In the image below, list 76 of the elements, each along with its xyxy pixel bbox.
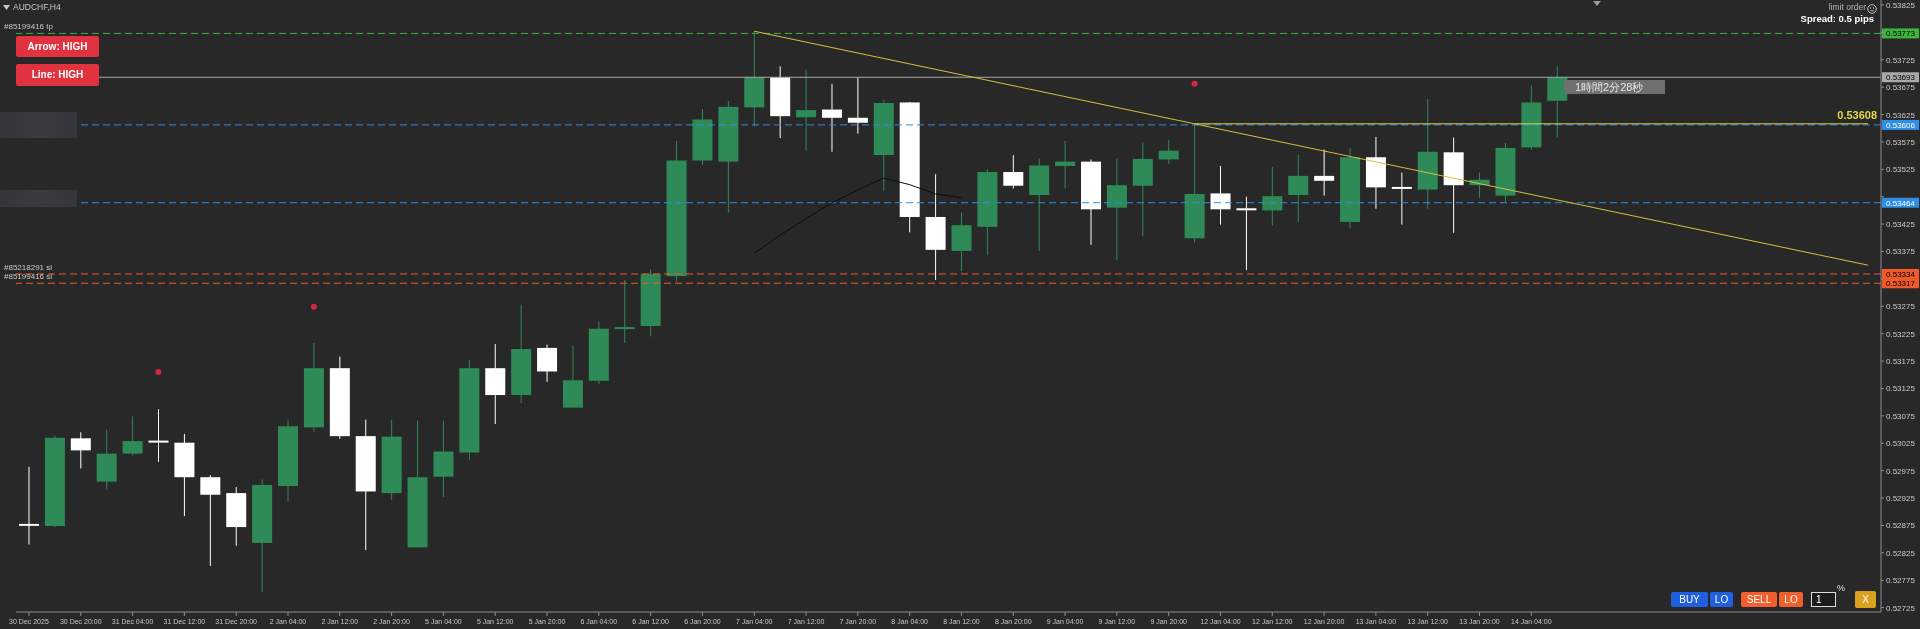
y-tick-label: 0.53375 [1886,247,1916,257]
y-tick-label: 0.53725 [1886,55,1916,65]
y-tick-label: 0.52825 [1886,548,1916,558]
y-tick-label: 0.52975 [1886,466,1916,476]
annotation: 1時間2分28秒 [1575,80,1644,93]
candlestick [1158,139,1179,165]
annotation: Line: HIGH [31,69,84,80]
candlestick [1236,196,1257,271]
button: Arrow: HIGH [16,36,99,57]
candlestick [122,415,143,456]
y-tick-label: 0.53575 [1886,137,1916,147]
y-tick-label: 0.53675 [1886,83,1916,93]
annotation: limit order [1828,2,1866,12]
button: LO [1779,592,1803,607]
ref-line-label: 0.53464 [1886,198,1916,208]
data-label: 0.53608 [1837,108,1878,121]
button: BUY [1671,592,1708,607]
y-tick-label: 0.52775 [1886,576,1916,586]
annotation: #85199416 tp [4,22,53,32]
candlestick [1210,165,1231,226]
y-tick-label: 0.53175 [1886,357,1916,367]
y-tick-label: 0.52725 [1886,603,1916,613]
candlestick [1055,140,1076,189]
y-tick-label: 0.53125 [1886,384,1916,394]
input-field: 1 [1811,592,1836,607]
candlestick [1106,157,1127,261]
point [155,369,162,376]
annotation: % [1837,583,1846,593]
ref-line-label: 0.53606 [1886,120,1916,130]
annotation: #85199416 sl [4,272,53,282]
candlestick [796,69,817,152]
candlestick [1003,154,1024,189]
candlestick [148,408,169,463]
candlestick [537,344,558,383]
annotation: 1 [1816,593,1822,605]
button: Line: HIGH [16,64,99,86]
annotation: LO [1784,593,1798,605]
candlestick [614,279,635,344]
y-tick-label: 0.52925 [1886,494,1916,504]
candlestick [1391,172,1412,226]
y-tick-label: 0.53625 [1886,110,1916,120]
annotation: Spread: 0.5 pips [1800,13,1874,24]
ref-line-label: 0.53334 [1886,269,1916,279]
button: SELL [1741,592,1777,607]
ref-line-label: 0.53693 [1886,73,1916,83]
annotation: BUY [1679,593,1700,605]
line-series [753,177,962,254]
annotation: X [1862,593,1869,605]
candlestick [19,466,39,546]
candlestick [847,77,868,135]
annotation: Arrow: HIGH [27,40,88,52]
ref-line-label: 0.53317 [1886,279,1916,289]
y-tick-label: 0.53525 [1886,165,1916,175]
chart-title: AUDCHF,H4 [13,2,61,12]
point [310,303,317,310]
y-tick-label: 0.53825 [1886,0,1916,10]
candlestick [821,83,842,153]
y-tick-label: 0.53075 [1886,411,1916,421]
button: LO [1710,592,1733,607]
candlestick [200,474,221,567]
y-tick-label: 0.53025 [1886,439,1916,449]
candlestick [1314,149,1335,197]
button: X [1855,591,1876,608]
annotation: SELL [1746,593,1772,605]
y-tick-label: 0.53225 [1886,329,1916,339]
candlestick [1262,166,1283,227]
point [1191,80,1198,87]
ref-line-label: 0.53773 [1886,29,1916,39]
label-box: 1時間2分28秒 [1564,80,1665,94]
candlestick [70,431,91,469]
y-tick-label: 0.53275 [1886,302,1916,312]
y-tick-label: 0.52875 [1886,521,1916,531]
candlestick [1288,154,1309,223]
annotation: LO [1714,593,1729,605]
y-tick-label: 0.53425 [1886,220,1916,230]
annotation: #85218291 sl [4,262,53,272]
